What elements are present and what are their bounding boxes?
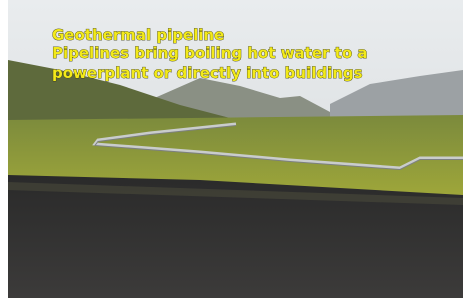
photo: Geothermal pipeline Pipelines bring boil… — [0, 0, 472, 307]
caption-title: Geothermal pipeline — [52, 26, 224, 44]
caption-line: Pipelines bring boiling hot water to a — [52, 44, 368, 62]
page: Geothermal pipeline Pipelines bring boil… — [0, 0, 472, 307]
caption-line: powerplant or directly into buildings — [52, 64, 363, 82]
